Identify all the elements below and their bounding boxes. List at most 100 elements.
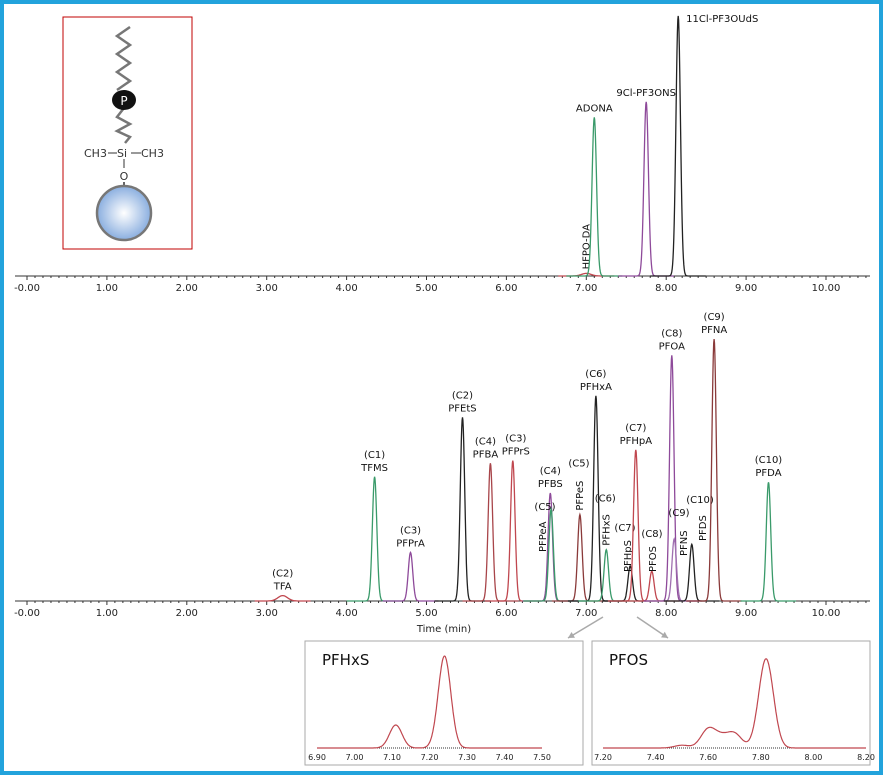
chain-length-label: (C5) — [534, 502, 555, 513]
peak-label: PFHxA — [580, 382, 612, 393]
x-tick-label: 3.00 — [256, 608, 278, 619]
peak-label: 11Cl-PF3OUdS — [686, 14, 758, 25]
peak-label: PFOA — [659, 341, 685, 352]
x-tick-label: 1.00 — [96, 283, 118, 294]
inset-title: PFHxS — [322, 651, 369, 669]
chain-length-label: (C6) — [595, 494, 616, 505]
peak-label: PFBA — [473, 449, 499, 460]
peak-label: PFPrS — [502, 447, 530, 458]
peak-pfba — [462, 463, 519, 602]
x-axis-title: Time (min) — [416, 624, 471, 635]
arrow-head-icon — [568, 631, 575, 638]
chain-length-label: (C3) — [400, 525, 421, 536]
inset-pfhxs: PFHxS 6.90 7.00 7.10 7.20 7.30 7.40 7.50 — [304, 640, 584, 766]
methyl-left: CH3 — [84, 147, 107, 160]
x-tick-label: 5.00 — [415, 283, 437, 294]
peak-pfpea — [523, 506, 580, 602]
inset-trace — [603, 658, 866, 749]
x-tick-label: 8.00 — [655, 608, 677, 619]
chain-length-label: (C4) — [540, 466, 561, 477]
peak-pfna — [686, 339, 742, 602]
arrow-head-icon — [661, 631, 668, 638]
peak-adona — [566, 117, 623, 277]
zoom-arrow — [636, 616, 669, 639]
x-tick-label: 4.00 — [335, 608, 357, 619]
x-tick-label: 6.00 — [495, 608, 517, 619]
x-tick-label: 1.00 — [96, 608, 118, 619]
chain-length-label: (C3) — [505, 434, 526, 445]
inset-tick-label: 7.10 — [383, 753, 401, 762]
peak-label: TFA — [273, 582, 292, 593]
peak-label: HFPO-DA — [581, 224, 592, 270]
x-tick-label: 3.00 — [256, 283, 278, 294]
x-tick-label: 9.00 — [735, 283, 757, 294]
inset-title: PFOS — [609, 651, 648, 669]
x-tick-label: 9.00 — [735, 608, 757, 619]
chain-length-label: (C9) — [668, 508, 689, 519]
inset-tick-label: 7.30 — [458, 753, 476, 762]
x-tick-label: 2.00 — [176, 608, 198, 619]
chain-length-label: (C2) — [272, 569, 293, 580]
inset-frame — [304, 640, 584, 766]
x-tick-label: 2.00 — [176, 283, 198, 294]
inset-trace — [317, 655, 542, 749]
inset-tick-label: 7.00 — [346, 753, 364, 762]
peak-label: PFEtS — [448, 403, 476, 414]
x-tick-label: 8.00 — [655, 283, 677, 294]
chain-length-label: (C1) — [364, 450, 385, 461]
inset-tick-label: 7.50 — [533, 753, 551, 762]
peak-label: PFNS — [679, 530, 690, 556]
x-tick-label: 5.00 — [415, 608, 437, 619]
peak-label: PFBS — [538, 479, 563, 490]
peak-pfpra — [382, 550, 439, 602]
x-tick-label: 6.00 — [495, 283, 517, 294]
chain-length-label: (C10) — [686, 495, 714, 506]
peak-label: PFPeA — [538, 521, 549, 552]
methyl-right: CH3 — [141, 147, 164, 160]
peak-label: ADONA — [576, 103, 613, 114]
inset-frame — [591, 640, 871, 766]
x-tick-label: 4.00 — [335, 283, 357, 294]
inset-tick-label: 7.40 — [647, 753, 665, 762]
oxygen-atom: O — [120, 170, 129, 183]
chain-length-label: (C4) — [475, 436, 496, 447]
peak-11cl-pf3ouds — [650, 15, 706, 277]
peak-label: 9Cl-PF3ONS — [616, 88, 676, 99]
x-tick-label: 7.00 — [575, 608, 597, 619]
peak-label: PFHpS — [623, 540, 634, 572]
chain-length-label: (C9) — [704, 312, 725, 323]
peak-label: TFMS — [360, 463, 388, 474]
inset-tick-label: 8.00 — [804, 753, 822, 762]
inset-tick-label: 7.20 — [421, 753, 439, 762]
chain-length-label: (C5) — [568, 459, 589, 470]
chain-length-label: (C7) — [625, 423, 646, 434]
peak-label: PFHpA — [620, 436, 653, 447]
peak-label: PFOS — [648, 546, 659, 572]
peak-label: PFPrA — [396, 538, 425, 549]
peak-label: PFDS — [698, 515, 709, 541]
inset-tick-label: 6.90 — [308, 753, 326, 762]
polar-group-bead — [112, 90, 136, 110]
inset-tick-label: 7.40 — [496, 753, 514, 762]
peak-tfms — [346, 476, 403, 602]
inset-tick-label: 8.20 — [857, 753, 875, 762]
silica-particle — [95, 184, 153, 242]
chain-length-label: (C7) — [614, 523, 635, 534]
zoom-arrow — [567, 616, 604, 639]
chain-length-label: (C8) — [661, 328, 682, 339]
x-tick-label: 10.00 — [812, 283, 841, 294]
peak-label: PFPeS — [575, 481, 586, 511]
peak-label: PFHxS — [601, 514, 612, 546]
inset-tick-label: 7.60 — [699, 753, 717, 762]
peak-tfa — [254, 594, 311, 602]
alkyl-chain-lower — [114, 107, 133, 144]
top-chromatogram: -0.00 1.00 2.00 3.00 4.00 5.00 6.00 7.00 8.00 9.0… — [14, 14, 870, 294]
silicon-atom: Si — [117, 147, 127, 160]
chain-length-label: (C8) — [641, 529, 662, 540]
peak-pfds — [663, 542, 720, 602]
polar-group-label: P — [120, 94, 127, 108]
peak-label: PFNA — [701, 325, 727, 336]
stationary-phase-structure: P CH3 Si CH3 O — [62, 16, 193, 250]
